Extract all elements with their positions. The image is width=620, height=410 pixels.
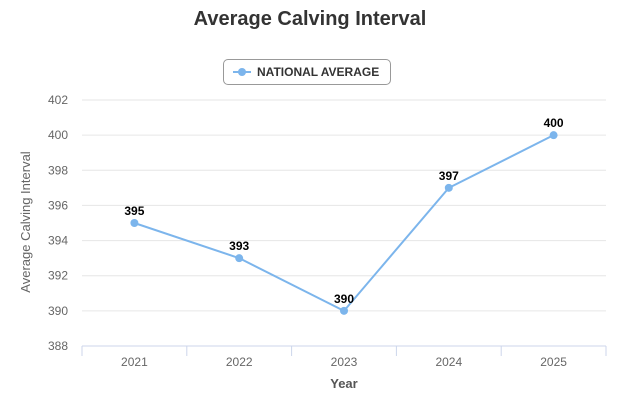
data-label: 390 xyxy=(334,292,354,306)
y-axis-title: Average Calving Interval xyxy=(18,151,33,293)
legend-marker-icon xyxy=(233,67,251,77)
x-tick-label: 2024 xyxy=(435,355,462,369)
data-point[interactable] xyxy=(549,131,558,140)
data-label: 400 xyxy=(544,116,564,130)
x-tick-label: 2022 xyxy=(226,355,253,369)
data-point[interactable] xyxy=(340,306,348,315)
x-axis-title: Year xyxy=(330,376,357,391)
data-point[interactable] xyxy=(444,183,453,192)
x-tick-label: 2021 xyxy=(121,355,148,369)
y-tick-label: 396 xyxy=(48,198,68,212)
legend-label: NATIONAL AVERAGE xyxy=(257,65,380,79)
data-label: 397 xyxy=(439,169,459,183)
y-tick-label: 402 xyxy=(48,93,68,107)
chart-title: Average Calving Interval xyxy=(193,8,427,30)
y-tick-label: 394 xyxy=(48,234,68,248)
data-point[interactable] xyxy=(235,254,244,263)
series-line[interactable] xyxy=(133,134,555,312)
data-label: 395 xyxy=(124,204,144,218)
x-tick-label: 2025 xyxy=(540,355,567,369)
y-tick-label: 388 xyxy=(48,339,68,353)
data-label: 393 xyxy=(229,239,249,253)
y-tick-label: 400 xyxy=(48,128,68,142)
y-tick-label: 392 xyxy=(48,269,68,283)
x-tick-label: 2023 xyxy=(331,355,358,369)
legend[interactable]: NATIONAL AVERAGE xyxy=(223,59,391,85)
y-tick-label: 398 xyxy=(48,163,68,177)
data-point[interactable] xyxy=(130,219,139,227)
y-tick-label: 390 xyxy=(48,304,68,318)
